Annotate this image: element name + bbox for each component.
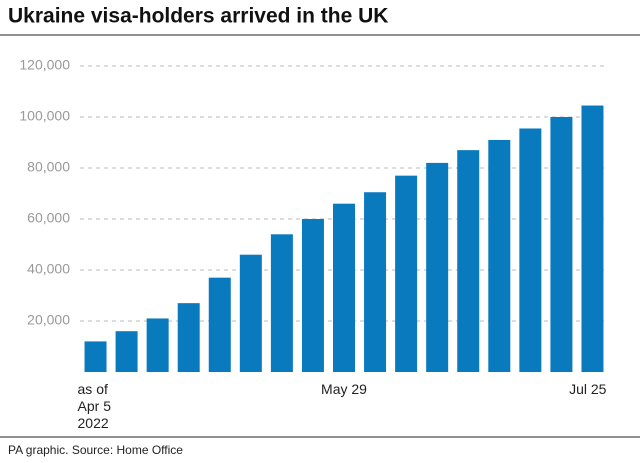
y-tick-label: 120,000 [19,57,70,73]
x-tick-line: as of [78,381,108,397]
bar [333,203,355,372]
bar [457,150,480,372]
chart-title: Ukraine visa-holders arrived in the UK [8,5,388,28]
y-tick-label: 40,000 [27,261,70,277]
source: PA graphic. Source: Home Office [8,443,183,457]
bar [488,139,511,372]
bar [146,318,169,372]
bar [519,128,542,372]
y-tick-label: 60,000 [27,210,70,226]
x-tick-line: Apr 5 [78,398,112,414]
bar [115,331,138,372]
x-tick-label: as of Apr 5 2022 [78,381,112,431]
x-tick-line: 2022 [78,415,109,431]
bar [395,175,418,372]
y-tick-label: 100,000 [19,108,70,124]
bar [84,341,107,372]
x-tick-label: May 29 [321,381,367,397]
x-tick-label: Jul 25 [569,381,607,397]
bar [239,254,262,372]
bar [177,303,200,372]
bar [426,162,449,372]
bar [270,234,293,372]
x-tick-line: May 29 [321,381,367,397]
bar [301,219,324,372]
x-tick-line: Jul 25 [569,381,607,397]
y-tick-label: 20,000 [27,312,70,328]
bar [550,117,573,372]
bar [581,105,604,373]
bar [208,277,231,372]
bar [364,192,387,372]
y-tick-label: 80,000 [27,159,70,175]
